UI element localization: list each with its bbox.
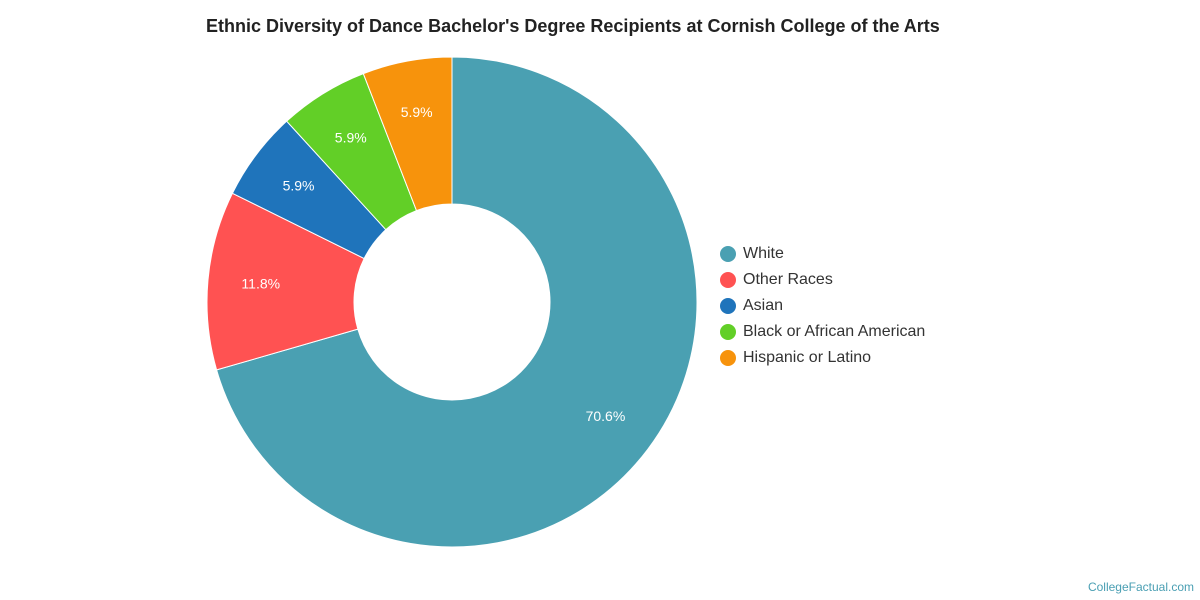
legend-label: Black or African American xyxy=(743,323,926,340)
chart-title: Ethnic Diversity of Dance Bachelor's Deg… xyxy=(206,16,940,36)
source-credit-link[interactable]: CollegeFactual.com xyxy=(1087,580,1194,594)
legend-label: Other Races xyxy=(743,271,833,288)
legend-item-black-or-african-american[interactable]: Black or African American xyxy=(720,319,925,345)
slice-label-black-or-african-american: 5.9% xyxy=(335,130,367,146)
legend-item-other-races[interactable]: Other Races xyxy=(720,267,925,293)
legend-swatch-icon xyxy=(720,324,736,340)
legend-item-asian[interactable]: Asian xyxy=(720,293,925,319)
legend-swatch-icon xyxy=(720,298,736,314)
slice-white[interactable] xyxy=(215,56,698,548)
slice-label-white: 70.6% xyxy=(586,408,626,424)
legend-label: White xyxy=(743,245,784,262)
slice-label-hispanic-or-latino: 5.9% xyxy=(401,104,433,120)
slice-other-races[interactable] xyxy=(206,192,365,371)
legend-label: Hispanic or Latino xyxy=(743,349,872,366)
slice-hispanic-or-latino[interactable] xyxy=(362,56,453,212)
legend-item-hispanic-or-latino[interactable]: Hispanic or Latino xyxy=(720,345,925,371)
legend-swatch-icon xyxy=(720,272,736,288)
slice-label-other-races: 11.8% xyxy=(241,276,280,292)
legend-label: Asian xyxy=(743,297,784,314)
chart-legend: White Other Races Asian Black or African Am… xyxy=(720,241,925,371)
legend-swatch-icon xyxy=(720,246,736,262)
legend-swatch-icon xyxy=(720,350,736,366)
legend-item-white[interactable]: White xyxy=(720,241,925,267)
slice-label-asian: 5.9% xyxy=(283,177,315,193)
